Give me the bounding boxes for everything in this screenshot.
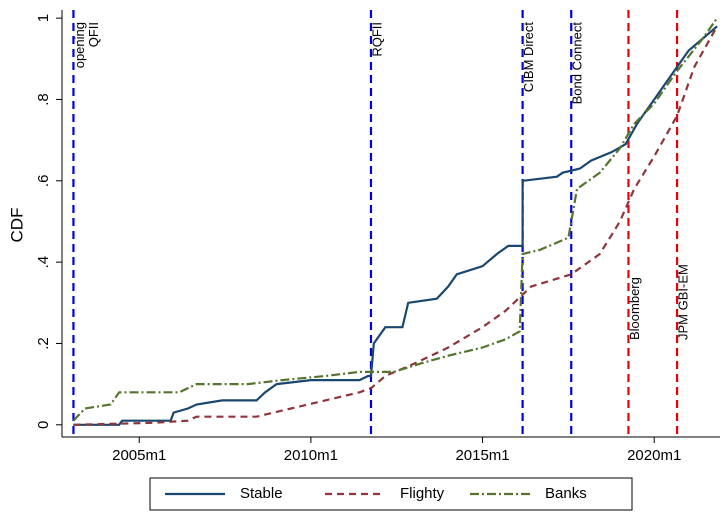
x-tick-label: 2010m1	[284, 447, 338, 464]
y-tick-label: 0	[35, 421, 52, 429]
legend-label: Flighty	[400, 485, 445, 502]
series-line	[72, 17, 719, 422]
event-label: QFII	[86, 22, 101, 47]
event-label: RQFII	[369, 22, 384, 57]
x-tick-label: 2015m1	[455, 447, 509, 464]
y-tick-label: .6	[35, 175, 52, 188]
x-tick-label: 2005m1	[112, 447, 166, 464]
event-label: opening	[72, 22, 87, 68]
y-tick-label: .2	[35, 337, 52, 350]
y-axis-title: CDF	[7, 208, 26, 243]
x-tick-label: 2020m1	[627, 447, 681, 464]
y-tick-label: .8	[35, 93, 52, 106]
legend-label: Banks	[545, 485, 587, 502]
event-label: JPM GBI-EM	[676, 264, 691, 340]
legend-label: Stable	[240, 485, 283, 502]
legend-box	[149, 477, 633, 511]
event-label: CIBM Direct	[521, 22, 536, 92]
event-label: Bond Connect	[570, 22, 585, 105]
y-tick-label: 1	[35, 14, 52, 22]
event-label: Bloomberg	[627, 277, 642, 340]
series-line	[73, 25, 719, 426]
y-tick-label: .4	[35, 256, 52, 269]
